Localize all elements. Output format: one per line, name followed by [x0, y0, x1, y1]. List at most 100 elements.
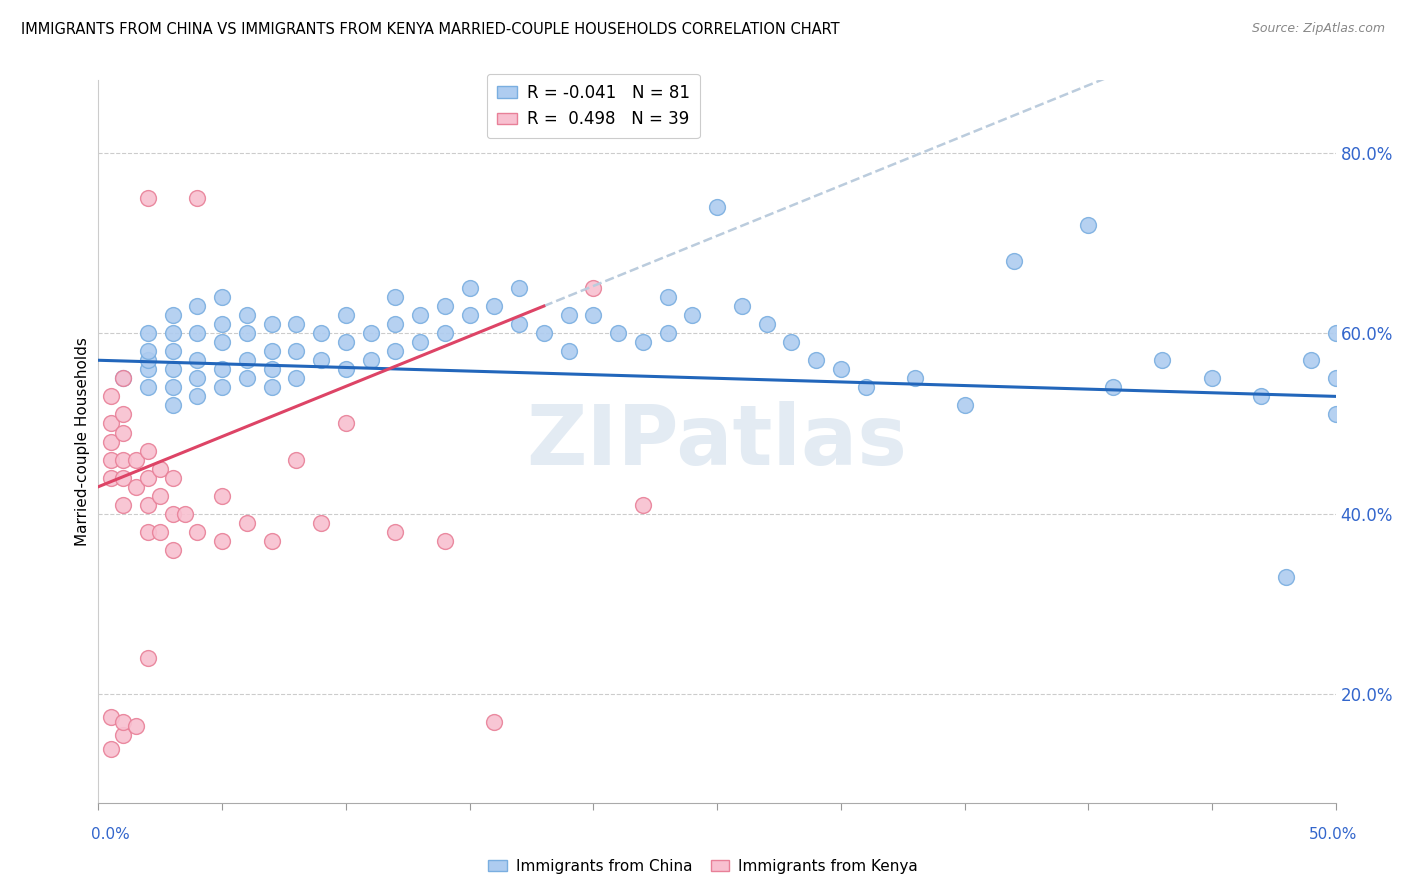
- Point: [433, 533, 456, 548]
- Y-axis label: Married-couple Households: Married-couple Households: [75, 337, 90, 546]
- Point: [384, 290, 406, 304]
- Point: [335, 335, 357, 350]
- Legend: Immigrants from China, Immigrants from Kenya: Immigrants from China, Immigrants from K…: [482, 853, 924, 880]
- Point: [211, 335, 233, 350]
- Point: [260, 533, 283, 548]
- Point: [186, 353, 208, 368]
- Point: [112, 471, 135, 485]
- Point: [162, 380, 184, 394]
- Point: [100, 710, 122, 724]
- Point: [236, 516, 259, 530]
- Point: [186, 389, 208, 403]
- Point: [285, 344, 308, 359]
- Legend: R = -0.041   N = 81, R =  0.498   N = 39: R = -0.041 N = 81, R = 0.498 N = 39: [486, 74, 700, 138]
- Point: [162, 344, 184, 359]
- Point: [1299, 353, 1322, 368]
- Point: [211, 290, 233, 304]
- Point: [582, 281, 605, 295]
- Point: [236, 353, 259, 368]
- Point: [112, 452, 135, 467]
- Point: [211, 380, 233, 394]
- Point: [1201, 371, 1223, 385]
- Point: [1324, 326, 1347, 341]
- Point: [162, 471, 184, 485]
- Point: [136, 326, 159, 341]
- Point: [162, 308, 184, 322]
- Point: [607, 326, 630, 341]
- Point: [124, 480, 146, 494]
- Point: [136, 651, 159, 665]
- Point: [1077, 218, 1099, 232]
- Point: [162, 362, 184, 376]
- Point: [508, 281, 530, 295]
- Point: [149, 524, 172, 539]
- Point: [124, 452, 146, 467]
- Point: [162, 326, 184, 341]
- Point: [533, 326, 555, 341]
- Text: IMMIGRANTS FROM CHINA VS IMMIGRANTS FROM KENYA MARRIED-COUPLE HOUSEHOLDS CORRELA: IMMIGRANTS FROM CHINA VS IMMIGRANTS FROM…: [21, 22, 839, 37]
- Point: [582, 308, 605, 322]
- Point: [657, 326, 679, 341]
- Point: [1275, 570, 1298, 584]
- Point: [755, 317, 778, 331]
- Point: [1250, 389, 1272, 403]
- Point: [136, 443, 159, 458]
- Point: [136, 380, 159, 394]
- Point: [360, 326, 382, 341]
- Point: [100, 417, 122, 431]
- Point: [631, 335, 654, 350]
- Point: [100, 434, 122, 449]
- Point: [384, 344, 406, 359]
- Point: [384, 524, 406, 539]
- Point: [149, 489, 172, 503]
- Point: [508, 317, 530, 331]
- Point: [100, 741, 122, 756]
- Point: [236, 326, 259, 341]
- Point: [100, 389, 122, 403]
- Point: [112, 408, 135, 422]
- Point: [260, 317, 283, 331]
- Point: [136, 524, 159, 539]
- Point: [211, 317, 233, 331]
- Point: [236, 371, 259, 385]
- Point: [1102, 380, 1125, 394]
- Point: [112, 728, 135, 742]
- Point: [162, 398, 184, 412]
- Point: [309, 516, 332, 530]
- Point: [335, 308, 357, 322]
- Text: 0.0%: 0.0%: [91, 827, 131, 841]
- Point: [112, 714, 135, 729]
- Point: [1324, 408, 1347, 422]
- Point: [953, 398, 976, 412]
- Point: [285, 371, 308, 385]
- Point: [830, 362, 852, 376]
- Point: [335, 417, 357, 431]
- Point: [260, 344, 283, 359]
- Point: [484, 299, 506, 313]
- Point: [100, 471, 122, 485]
- Point: [186, 524, 208, 539]
- Text: Source: ZipAtlas.com: Source: ZipAtlas.com: [1251, 22, 1385, 36]
- Point: [211, 533, 233, 548]
- Point: [657, 290, 679, 304]
- Point: [136, 353, 159, 368]
- Point: [360, 353, 382, 368]
- Point: [162, 507, 184, 521]
- Point: [433, 299, 456, 313]
- Point: [136, 362, 159, 376]
- Point: [186, 371, 208, 385]
- Point: [211, 362, 233, 376]
- Point: [136, 191, 159, 205]
- Point: [100, 452, 122, 467]
- Point: [149, 461, 172, 475]
- Point: [557, 344, 579, 359]
- Point: [112, 498, 135, 512]
- Point: [681, 308, 703, 322]
- Point: [211, 489, 233, 503]
- Point: [706, 200, 728, 214]
- Point: [174, 507, 197, 521]
- Point: [285, 452, 308, 467]
- Point: [285, 317, 308, 331]
- Point: [1152, 353, 1174, 368]
- Point: [136, 471, 159, 485]
